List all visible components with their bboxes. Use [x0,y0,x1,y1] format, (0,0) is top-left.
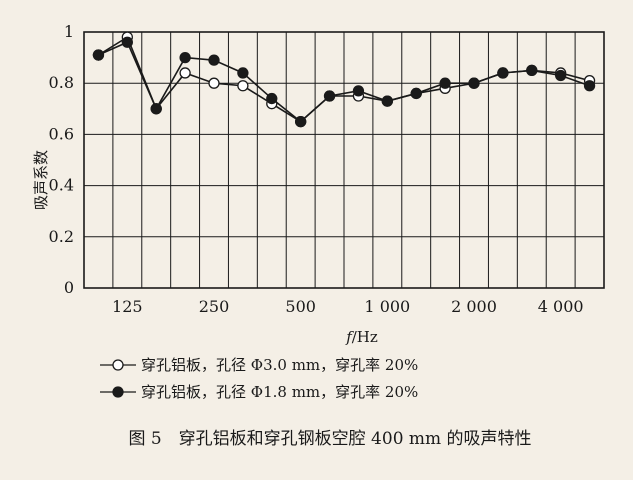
data-point-filled [179,51,191,64]
data-point-filled [381,95,393,107]
legend-item-open: 穿孔铝板，孔径 Φ3.0 mm，穿孔率 20% [100,356,418,374]
data-point-filled [92,49,105,61]
data-point-filled [237,67,249,79]
plot-frame [83,31,605,289]
legend-marker-open [112,359,124,371]
y-tick-label: 0.8 [49,73,74,92]
y-tick-labels: 0 0.2 0.4 0.6 0.8 1 [49,22,74,297]
legend-label-open: 穿孔铝板，孔径 Φ3.0 mm，穿孔率 20% [141,356,418,374]
x-tick-labels: 125 250 500 1 000 2 000 4 000 [112,297,584,316]
y-tick-label: 0.4 [49,176,74,195]
legend-item-filled: 穿孔铝板，孔径 Φ1.8 mm，穿孔率 20% [100,383,418,401]
x-tick-label: 4 000 [538,297,584,316]
x-tick-label: 250 [199,297,230,316]
data-point-open [237,80,249,92]
data-point-filled [150,103,162,115]
x-axis-label: f/Hz [345,328,378,346]
y-tick-label: 1 [64,22,74,41]
data-point-filled [352,85,365,97]
data-point-filled [468,77,480,89]
legend: 穿孔铝板，孔径 Φ3.0 mm，穿孔率 20% 穿孔铝板，孔径 Φ1.8 mm，… [100,356,418,401]
data-point-filled [266,92,278,105]
data-point-filled [439,77,451,89]
data-point-filled [497,67,509,79]
legend-label-filled: 穿孔铝板，孔径 Φ1.8 mm，穿孔率 20% [141,383,418,401]
x-tick-label: 125 [112,297,143,316]
data-point-filled [410,87,422,100]
x-tick-label: 500 [285,297,316,316]
data-point-filled [295,115,307,128]
series-layer [92,31,596,128]
x-tick-label: 1 000 [364,297,410,316]
x-axis-label-variable: f [345,328,354,346]
data-point-filled [323,90,336,102]
figure-caption: 图 5 穿孔铝板和穿孔钢板空腔 400 mm 的吸声特性 [128,429,531,449]
legend-marker-filled [112,386,124,398]
data-point-filled [583,80,596,92]
data-point-open [208,77,220,89]
y-axis-label: 吸声系数 [32,150,50,210]
data-point-filled [208,54,220,66]
x-axis-label-unit: /Hz [352,328,378,346]
data-point-filled [555,69,567,82]
data-point-open [179,67,191,79]
data-point-filled [526,64,538,77]
data-point-filled [121,36,133,48]
grid [83,31,605,289]
series-filled [92,36,596,128]
y-tick-label: 0.2 [49,227,74,246]
y-tick-label: 0.6 [49,124,74,143]
y-tick-label: 0 [64,278,74,297]
x-tick-label: 2 000 [451,297,497,316]
